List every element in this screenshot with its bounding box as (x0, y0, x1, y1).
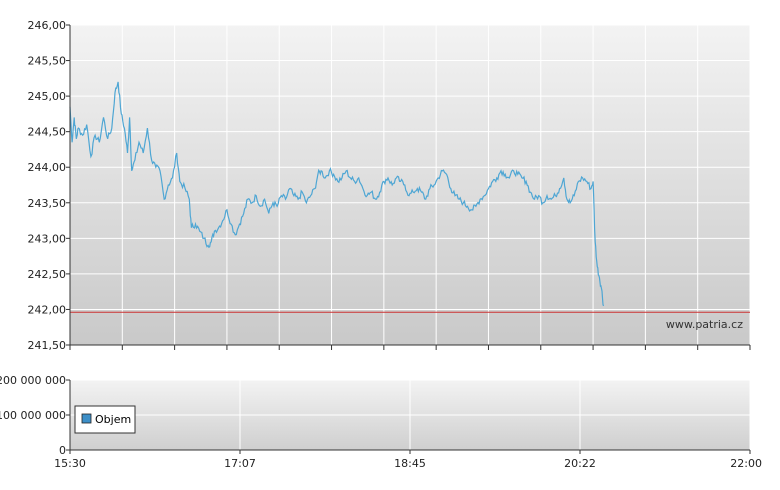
legend: Objem (74, 405, 136, 434)
source-credit: www.patria.cz (666, 318, 743, 331)
price-y-tick-labels: 246,00 245,50 245,00 244,50 244,00 243,50 243,… (28, 19, 70, 352)
volume-y-tick-labels: 200 000 000 100 000 000 0 (0, 374, 70, 457)
price-y-tick-label: 241,50 (28, 339, 67, 352)
price-y-tick-label: 243,00 (28, 232, 67, 245)
price-y-tick-label: 245,50 (28, 55, 67, 68)
volume-x-tick-labels: 15:30 17:07 18:45 20:22 22:00 (54, 450, 762, 470)
legend-label: Objem (95, 413, 131, 426)
price-y-tick-label: 242,50 (28, 268, 67, 281)
price-y-tick-label: 242,00 (28, 303, 67, 316)
volume-panel: 200 000 000 100 000 000 0 15:30 17:07 18:45 2… (0, 374, 762, 470)
price-y-tick-label: 244,00 (28, 161, 67, 174)
volume-x-tick-label: 20:22 (564, 457, 596, 470)
price-y-tick-label: 243,50 (28, 197, 67, 210)
price-y-tick-label: 244,50 (28, 126, 67, 139)
price-panel: 246,00 245,50 245,00 244,50 244,00 243,50 243,… (28, 19, 751, 352)
volume-y-tick-label: 200 000 000 (0, 374, 66, 387)
price-y-tick-label: 246,00 (28, 19, 67, 32)
volume-gridlines (70, 379, 751, 450)
volume-x-tick-label: 17:07 (224, 457, 256, 470)
volume-y-tick-label: 100 000 000 (0, 409, 66, 422)
price-y-tick-label: 245,00 (28, 90, 67, 103)
legend-swatch (81, 413, 92, 424)
volume-x-tick-label: 18:45 (394, 457, 426, 470)
volume-y-tick-label: 0 (59, 444, 66, 457)
price-x-tick-marks (69, 345, 751, 350)
price-series-line (69, 81, 605, 307)
volume-x-tick-label: 15:30 (54, 457, 86, 470)
volume-x-tick-label: 22:00 (730, 457, 762, 470)
price-plot-area (70, 25, 750, 345)
